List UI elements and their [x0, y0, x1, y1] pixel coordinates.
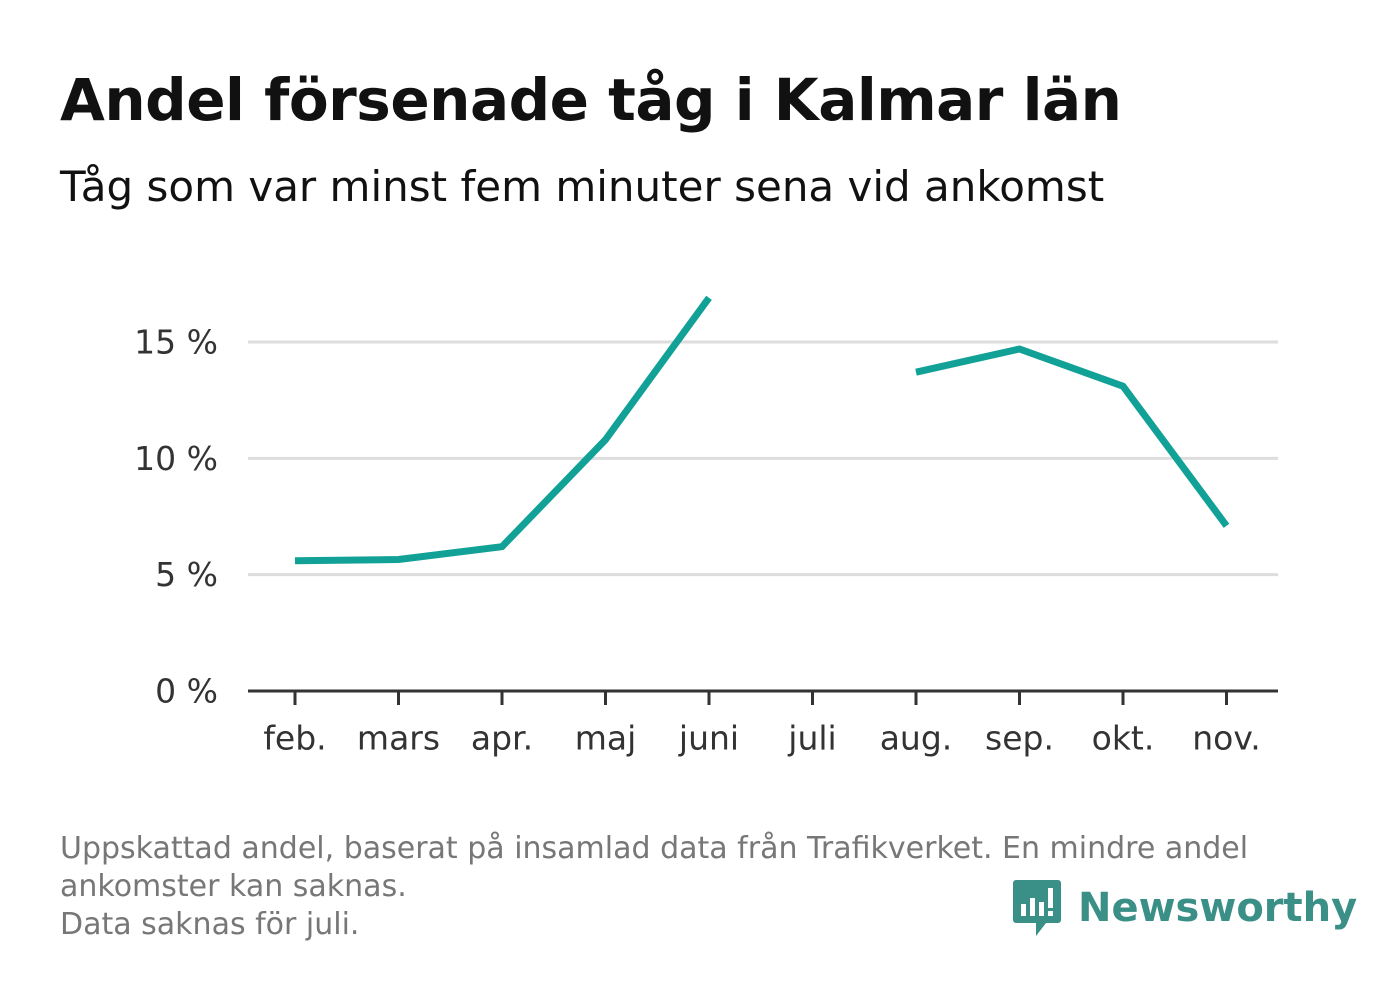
x-tick-label: aug. — [880, 719, 953, 758]
y-axis-ticks: 0 % 5 % 10 % 15 % — [134, 323, 218, 711]
y-tick-label: 5 % — [155, 555, 218, 594]
x-tick-label: maj — [575, 719, 637, 758]
newsworthy-logo-icon — [1013, 880, 1061, 936]
footnote-line: Uppskattad andel, baserat på insamlad da… — [60, 831, 1249, 866]
brand-name: Newsworthy — [1078, 885, 1358, 931]
y-tick-label: 15 % — [134, 323, 218, 362]
brand: Newsworthy — [1012, 878, 1357, 938]
x-tick-label: juli — [787, 719, 836, 758]
x-tick-label: juni — [678, 719, 739, 758]
x-tick-label: nov. — [1192, 719, 1261, 758]
series-line — [294, 295, 712, 565]
chart-title: Andel försenade tåg i Kalmar län — [60, 66, 1122, 134]
x-tick-label: sep. — [985, 719, 1054, 758]
footnote-line: ankomster kan saknas. — [60, 869, 407, 904]
footnote-line: Data saknas för juli. — [60, 907, 360, 942]
line-chart: 0 % 5 % 10 % 15 % feb. mars apr. maj juni juli au… — [134, 295, 1278, 758]
x-tick-label: feb. — [263, 719, 326, 758]
x-tick-label: apr. — [471, 719, 533, 758]
chart-subtitle: Tåg som var minst fem minuter sena vid a… — [60, 162, 1105, 211]
x-axis-ticks: feb. mars apr. maj juni juli aug. sep. okt. nov. — [263, 691, 1261, 758]
footnote: Uppskattad andel, baserat på insamlad da… — [60, 830, 1320, 944]
y-tick-label: 0 % — [155, 672, 218, 711]
x-tick-label: mars — [357, 719, 440, 758]
y-tick-label: 10 % — [134, 439, 218, 478]
x-tick-label: okt. — [1092, 719, 1155, 758]
gridlines — [248, 340, 1278, 577]
series-layer — [294, 295, 1230, 565]
series-line — [915, 345, 1230, 528]
